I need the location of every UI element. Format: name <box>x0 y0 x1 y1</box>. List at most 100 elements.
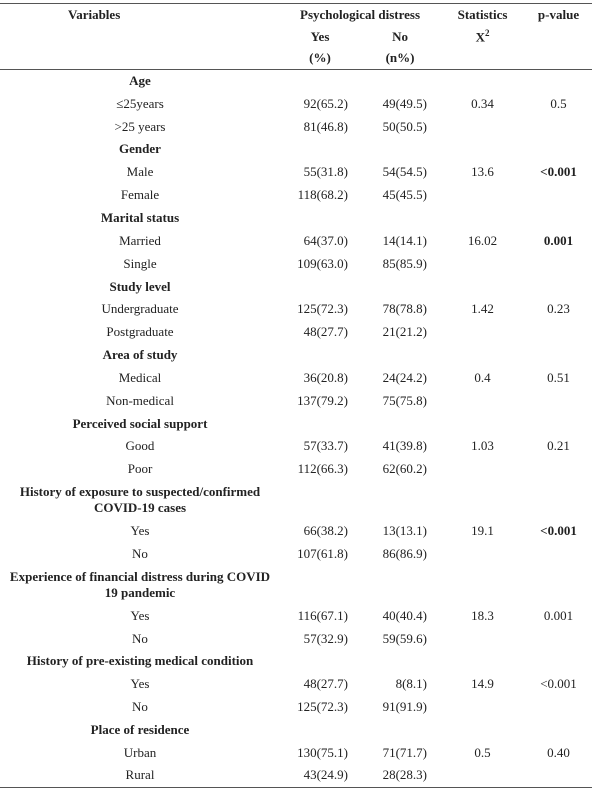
yes-value: 57(32.9) <box>303 630 348 646</box>
empty-cell <box>440 321 525 344</box>
group-row: Experience of financial distress during … <box>0 565 592 604</box>
empty-cell <box>280 344 360 367</box>
empty-cell <box>440 565 525 604</box>
statistic: 19.1 <box>471 523 494 539</box>
yes-value: 55(31.8) <box>303 164 348 180</box>
empty-cell <box>440 138 525 161</box>
empty-cell <box>525 458 592 481</box>
data-row: ≤25years 92(65.2) 49(49.5) 0.34 0.5 <box>0 92 592 115</box>
row-label: Yes <box>130 607 150 623</box>
row-label: No <box>132 630 148 646</box>
header-cell: X2 <box>440 26 525 48</box>
empty-cell <box>280 650 360 673</box>
no-value: 62(60.2) <box>382 461 428 477</box>
empty-cell <box>440 115 525 138</box>
row-label: Non-medical <box>106 392 174 408</box>
empty-cell <box>280 70 360 93</box>
group-title: History of pre-existing medical conditio… <box>26 653 254 669</box>
group-row: Marital status <box>0 207 592 230</box>
empty-cell <box>440 412 525 435</box>
empty-cell <box>360 565 440 604</box>
no-value: 14(14.1) <box>382 232 428 248</box>
group-row: Place of residence <box>0 719 592 742</box>
row-label: No <box>132 699 148 715</box>
row-label: No <box>132 545 148 561</box>
no-value: 40(40.4) <box>382 607 428 623</box>
empty-cell <box>440 481 525 520</box>
data-row: >25 years 81(46.8) 50(50.5) <box>0 115 592 138</box>
no-value: 85(85.9) <box>382 255 428 271</box>
row-label: Undergraduate <box>101 301 179 317</box>
empty-cell <box>440 650 525 673</box>
statistic: 16.02 <box>467 232 498 248</box>
empty-cell <box>525 252 592 275</box>
header-cell: No <box>392 28 408 44</box>
row-label: Urban <box>123 744 157 760</box>
group-row: Study level <box>0 275 592 298</box>
no-value: 78(78.8) <box>382 301 428 317</box>
empty-cell <box>440 275 525 298</box>
row-label: ≤25years <box>116 95 164 111</box>
yes-value: 130(75.1) <box>297 744 348 760</box>
p-value: <0.001 <box>540 523 577 539</box>
empty-cell <box>525 627 592 650</box>
empty-cell <box>360 650 440 673</box>
row-label: Male <box>126 164 154 180</box>
page: Variables Psychological distress Statist… <box>0 3 592 793</box>
results-table: Variables Psychological distress Statist… <box>0 3 592 788</box>
empty-cell <box>360 207 440 230</box>
yes-value: 112(66.3) <box>297 461 348 477</box>
data-row: No 125(72.3) 91(91.9) <box>0 696 592 719</box>
empty-cell <box>360 344 440 367</box>
row-label: Rural <box>0 764 280 788</box>
no-value: 21(21.2) <box>382 324 428 340</box>
data-row: Non-medical 137(79.2) 75(75.8) <box>0 389 592 412</box>
data-row: Good 57(33.7) 41(39.8) 1.03 0.21 <box>0 435 592 458</box>
header-row: Variables Psychological distress Statist… <box>0 3 592 26</box>
empty-cell <box>525 207 592 230</box>
yes-value: 109(63.0) <box>297 255 348 271</box>
data-row: Medical 36(20.8) 24(24.2) 0.4 0.51 <box>0 366 592 389</box>
statistic: 18.3 <box>471 607 494 623</box>
group-title: Place of residence <box>90 722 190 738</box>
no-value: 59(59.6) <box>382 630 428 646</box>
group-title: Area of study <box>102 347 178 363</box>
yes-value: 118(68.2) <box>297 187 348 203</box>
empty-cell <box>525 412 592 435</box>
empty-cell <box>440 70 525 93</box>
data-row: Married 64(37.0) 14(14.1) 16.02 0.001 <box>0 229 592 252</box>
table-header: Variables Psychological distress Statist… <box>0 3 592 70</box>
row-label: Good <box>125 438 155 454</box>
yes-value: 48(27.7) <box>303 676 348 692</box>
group-title: Marital status <box>100 209 180 225</box>
empty-cell <box>280 412 360 435</box>
header-cell: (%) <box>280 47 360 70</box>
data-row: Single 109(63.0) 85(85.9) <box>0 252 592 275</box>
header-cell <box>0 47 280 70</box>
group-title: Study level <box>109 278 171 294</box>
empty-cell <box>440 389 525 412</box>
empty-cell <box>280 207 360 230</box>
group-title: Gender <box>119 141 161 157</box>
data-row: Urban 130(75.1) 71(71.7) 0.5 0.40 <box>0 741 592 764</box>
empty-cell <box>360 70 440 93</box>
header-cell: Psychological distress <box>280 3 441 26</box>
empty-cell <box>440 627 525 650</box>
data-row: Rural 43(24.9) 28(28.3) <box>0 764 592 788</box>
empty-cell <box>525 184 592 207</box>
p-value: <0.001 <box>540 164 577 180</box>
empty-cell <box>525 138 592 161</box>
p-value: 0.23 <box>547 301 570 317</box>
no-value: 45(45.5) <box>382 187 428 203</box>
empty-cell <box>440 719 525 742</box>
no-value: 8(8.1) <box>395 676 428 692</box>
yes-value: 137(79.2) <box>297 392 348 408</box>
data-row: Undergraduate 125(72.3) 78(78.8) 1.42 0.23 <box>0 298 592 321</box>
yes-value: 64(37.0) <box>303 232 348 248</box>
yes-value: 116(67.1) <box>297 607 348 623</box>
empty-cell <box>525 565 592 604</box>
empty-cell <box>280 565 360 604</box>
statistic: 14.9 <box>471 676 494 692</box>
no-value: 13(13.1) <box>382 523 428 539</box>
p-value: 0.001 <box>543 607 574 623</box>
